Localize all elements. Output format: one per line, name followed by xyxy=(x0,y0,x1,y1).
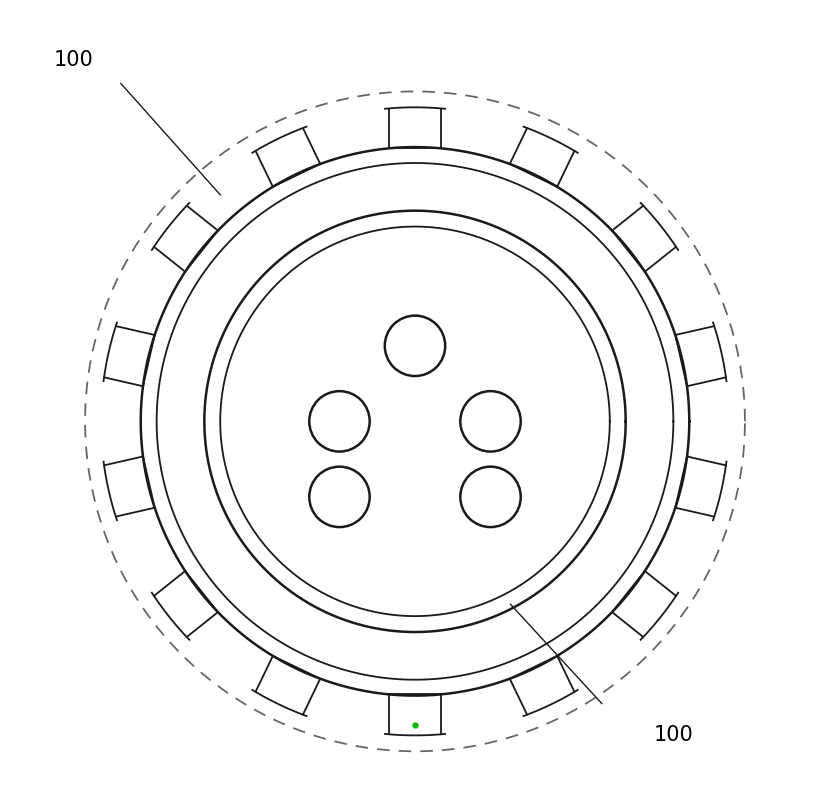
Text: 100: 100 xyxy=(53,49,93,70)
Text: 100: 100 xyxy=(653,725,693,746)
